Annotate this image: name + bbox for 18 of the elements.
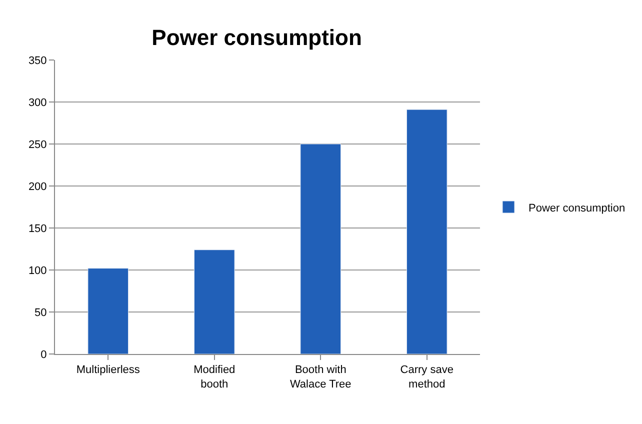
x-tick-label: Carry save method [400,364,454,390]
y-tick-label: 300 [28,96,47,109]
y-tick-label: 100 [28,264,47,277]
y-tick-label: 0 [40,348,47,361]
y-tick-label: 50 [34,306,47,319]
y-tick-label: 350 [28,54,47,67]
bar [88,268,129,354]
x-tick-label: Multiplierless [76,364,140,376]
chart-title: Power consumption [152,25,362,50]
x-tick-label: Booth with Walace Tree [290,364,352,390]
bar [194,250,235,354]
y-tick-label: 150 [28,222,47,235]
y-tick-label: 250 [28,138,47,151]
bar [406,109,448,354]
legend-label: Power consumption [528,202,626,214]
bar [300,144,342,354]
y-tick-label: 200 [28,180,47,193]
x-tick-label: Modified booth [194,364,236,390]
